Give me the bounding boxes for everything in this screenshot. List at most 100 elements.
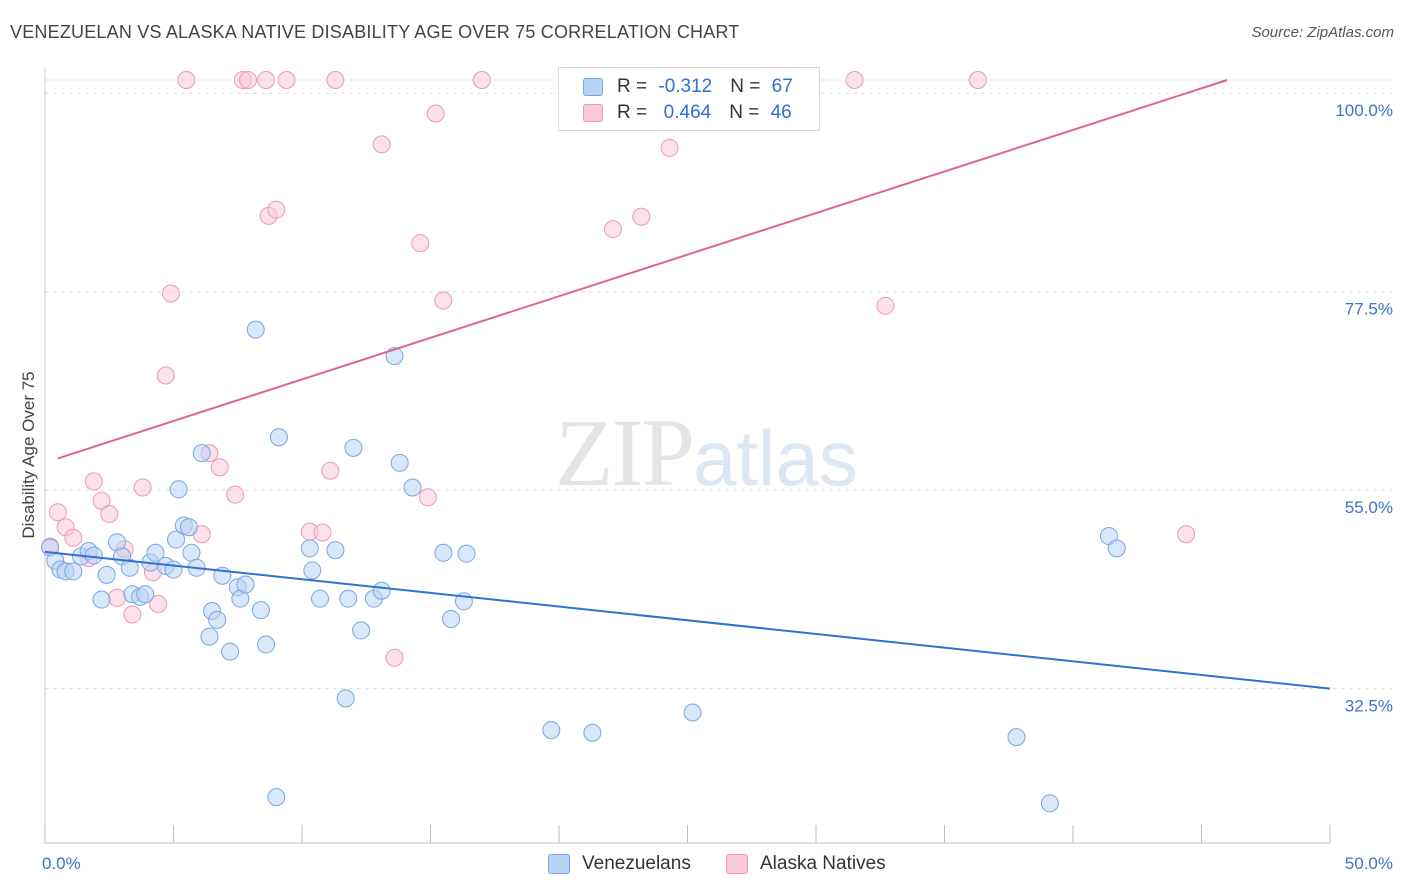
blue-point [1107, 539, 1126, 558]
pink-point [845, 71, 864, 89]
blue-point [236, 575, 255, 594]
pink-point [372, 135, 391, 154]
blue-point [434, 543, 453, 562]
pink-point [267, 200, 286, 219]
blue-point [246, 320, 265, 339]
blue-point [542, 721, 561, 740]
legend-r-value: 0.464 [658, 102, 712, 123]
pink-point [472, 71, 491, 89]
blue-point [442, 609, 461, 628]
pink-point [239, 71, 258, 89]
blue-point [269, 428, 288, 447]
pink-point [149, 594, 168, 613]
blue-point [1007, 728, 1026, 747]
pink-point [64, 528, 83, 547]
pink-point [385, 648, 404, 667]
legend-r-label: R = [617, 76, 653, 97]
pink-point [418, 488, 437, 507]
pink-point [321, 461, 340, 480]
blue-point [136, 585, 155, 604]
pink-point [660, 138, 679, 157]
blue-point [1040, 794, 1059, 813]
blue-point [683, 703, 702, 722]
pink-point [257, 71, 276, 89]
pink-point [177, 71, 196, 89]
blue-point [303, 561, 322, 580]
blue-point [326, 541, 345, 560]
blue-point [169, 480, 188, 499]
blue-point [352, 621, 371, 640]
blue-point [403, 478, 422, 497]
series-legend-venezuelans: Venezuelans [548, 851, 691, 877]
legend-row-alaska-natives: R = 0.464 N = 46 [583, 101, 792, 125]
blue-point [92, 590, 111, 609]
pink-point [313, 523, 332, 542]
blue-point [192, 444, 211, 463]
blue-point [146, 543, 165, 562]
pink-point [226, 485, 245, 504]
pink-point [48, 503, 67, 522]
x-tick-label-min: 0.0% [42, 854, 81, 873]
zipatlas-watermark: ZIPatlas [555, 405, 858, 506]
pink-point [603, 220, 622, 239]
pink-point [133, 478, 152, 497]
series-legend-alaska-natives: Alaska Natives [726, 851, 886, 877]
series-label-alaska-natives: Alaska Natives [760, 853, 886, 874]
blue-point [221, 642, 240, 661]
x-tick-label-max: 50.0% [1345, 854, 1393, 873]
legend-n-value: 67 [771, 76, 793, 97]
y-tick-label: 32.5% [1345, 697, 1393, 716]
legend-n-value: 46 [770, 102, 792, 123]
blue-point [84, 546, 103, 565]
pink-point [426, 104, 445, 123]
legend-swatch-pink [583, 104, 603, 122]
pink-trend-line [57, 79, 1228, 460]
blue-point [179, 518, 198, 537]
blue-trend-line [44, 550, 1331, 690]
watermark-zip: ZIP [555, 399, 695, 506]
y-axis-title: Disability Age Over 75 [19, 371, 38, 538]
blue-point [251, 601, 270, 620]
legend-r-label: R = [617, 102, 653, 123]
series-swatch-blue [548, 854, 570, 874]
pink-point [1177, 525, 1196, 544]
legend-n-label: N = [730, 76, 766, 97]
correlation-legend: R = -0.312 N = 67 R = 0.464 N = 46 [558, 67, 820, 131]
blue-point [208, 610, 227, 629]
blue-point [164, 560, 183, 579]
pink-point [92, 491, 111, 510]
pink-point [411, 234, 430, 253]
pink-point [156, 366, 175, 385]
legend-row-venezuelans: R = -0.312 N = 67 [583, 75, 793, 99]
pink-point [161, 284, 180, 303]
legend-swatch-blue [583, 78, 603, 96]
pink-point [210, 458, 229, 477]
blue-point [200, 627, 219, 646]
pink-point [968, 71, 987, 89]
pink-point [123, 605, 142, 624]
pink-point [632, 207, 651, 226]
blue-point [64, 562, 83, 581]
blue-point [300, 539, 319, 558]
series-label-venezuelans: Venezuelans [582, 853, 691, 874]
series-swatch-pink [726, 854, 748, 874]
blue-point [372, 581, 391, 600]
blue-point [182, 543, 201, 562]
blue-point [257, 635, 276, 654]
blue-point [120, 558, 139, 577]
legend-r-value: -0.312 [658, 76, 713, 97]
blue-point [583, 723, 602, 742]
pink-point [84, 472, 103, 491]
pink-point [434, 291, 453, 310]
watermark-atlas: atlas [693, 414, 858, 502]
y-tick-label: 100.0% [1335, 101, 1393, 120]
blue-point [310, 589, 329, 608]
y-tick-label: 55.0% [1345, 498, 1393, 517]
blue-point [167, 530, 186, 549]
pink-point [100, 504, 119, 523]
blue-point [339, 589, 358, 608]
pink-point [876, 296, 895, 315]
blue-point [457, 544, 476, 563]
pink-point [326, 71, 345, 89]
